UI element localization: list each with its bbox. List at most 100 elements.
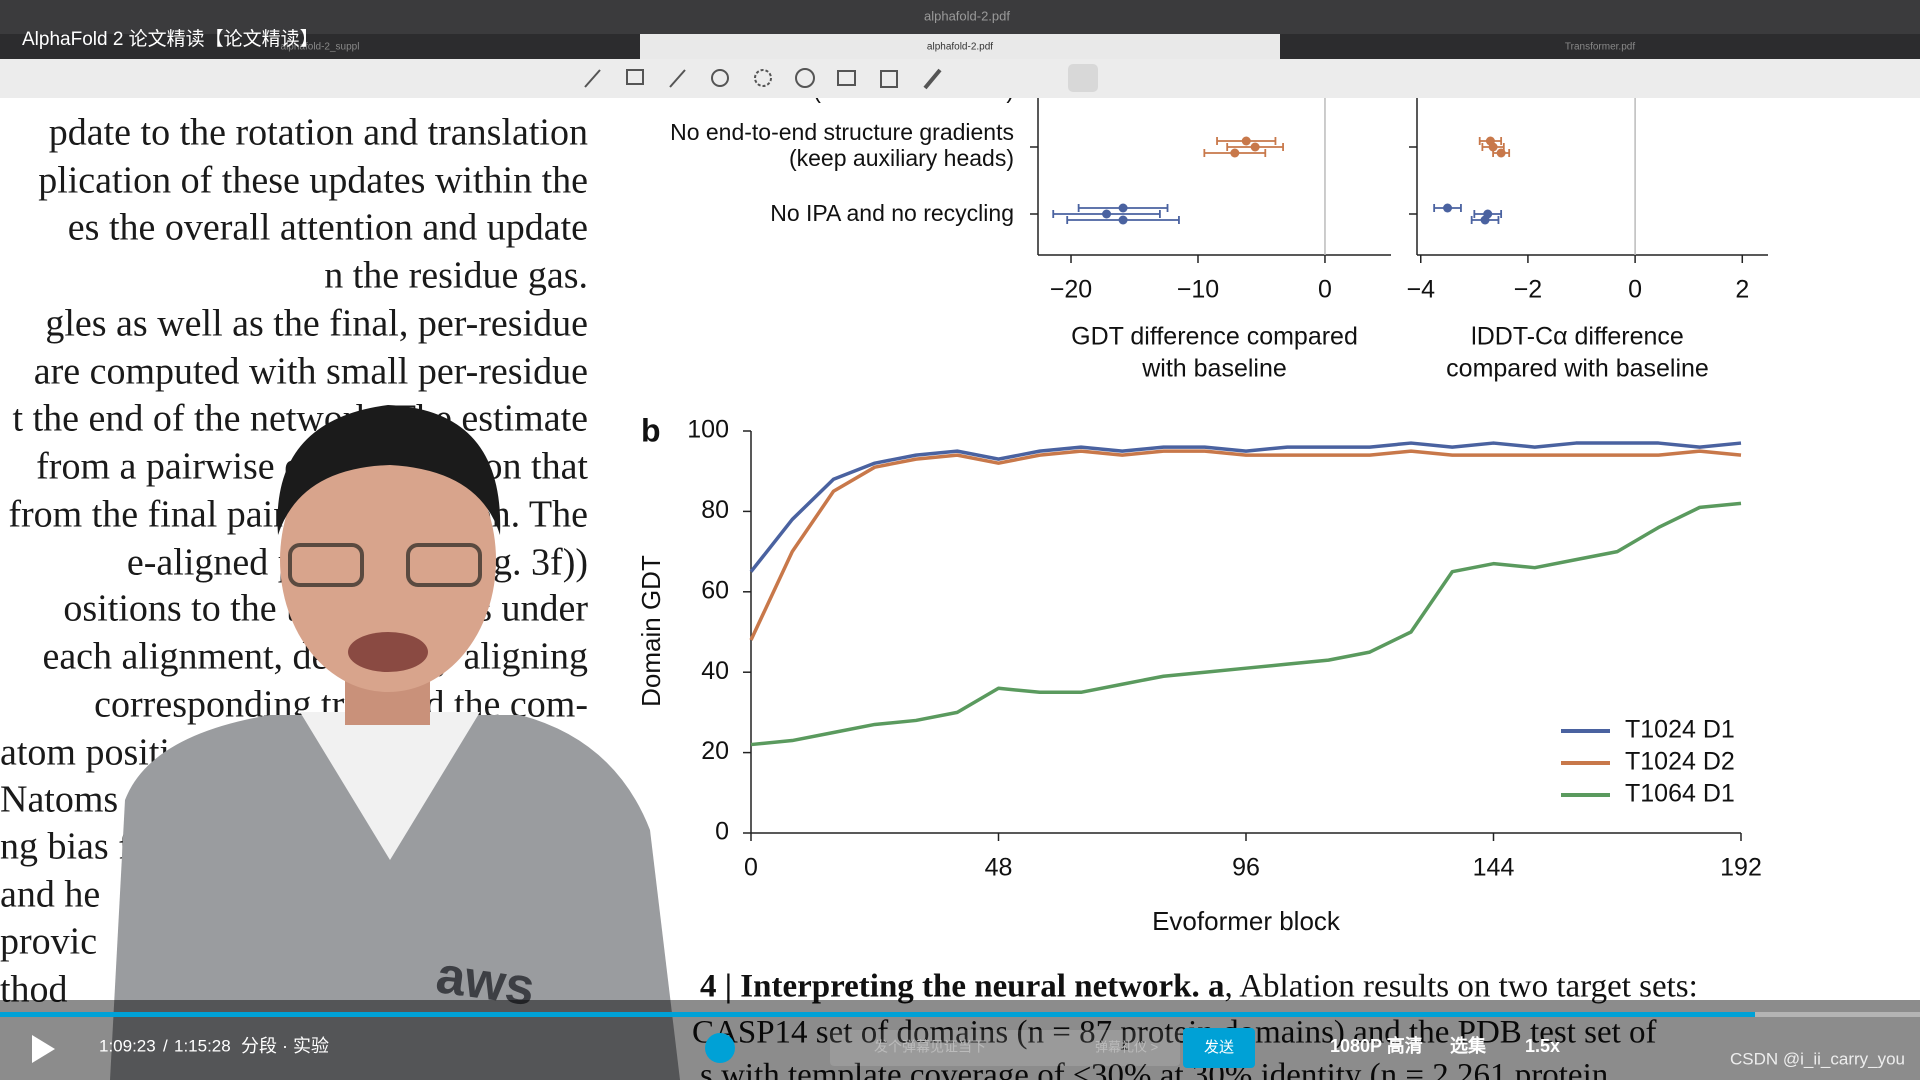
shape-icon[interactable]: [711, 69, 729, 87]
x-tick-label: 0: [1318, 276, 1332, 304]
row-label: No IPA and no recycling: [770, 200, 1014, 226]
row-label: No end-to-end structure gradients: [670, 119, 1014, 145]
danmaku-etiquette[interactable]: 弹幕礼仪 >: [1095, 1039, 1158, 1054]
point: [1250, 142, 1260, 152]
point: [1488, 142, 1498, 152]
video-title: AlphaFold 2 论文精读【论文精读】: [22, 28, 319, 50]
progress-played: [0, 1012, 1755, 1017]
point: [1102, 209, 1112, 219]
point: [1118, 203, 1128, 213]
x-tick-label: 0: [744, 854, 758, 882]
tab[interactable]: Transformer.pdf: [1565, 42, 1635, 53]
laser-icon[interactable]: [923, 68, 942, 90]
play-button[interactable]: [32, 1035, 55, 1063]
text-line: n the residue gas.: [324, 255, 588, 297]
stroke-style[interactable]: [1068, 64, 1098, 92]
point: [1230, 148, 1240, 158]
danmaku-input[interactable]: [830, 1030, 1180, 1066]
sticker-icon[interactable]: [795, 68, 815, 88]
text-line: and he: [0, 874, 100, 916]
x-tick-label: 192: [1720, 854, 1762, 882]
tab[interactable]: alphafold-2_suppl: [281, 42, 360, 53]
speed[interactable]: 1.5x: [1525, 1036, 1560, 1056]
send-label: 发送: [1204, 1039, 1234, 1056]
axis-title: lDDT-Cα difference: [1471, 323, 1684, 351]
text-line: are computed with small per-residue: [34, 351, 588, 393]
face: [280, 428, 496, 692]
x-tick-label: 144: [1473, 854, 1515, 882]
legend-label: T1024 D2: [1625, 748, 1735, 776]
text-line: gles as well as the final, per-residue: [45, 303, 588, 345]
hoodie: [110, 715, 680, 1080]
x-tick-label: 2: [1735, 276, 1749, 304]
text-line: t the end of the network. The estimate: [13, 398, 588, 440]
pen-icon[interactable]: [584, 69, 601, 88]
text-line: es the overall attention and update: [68, 207, 588, 249]
x-tick-label: −20: [1050, 276, 1092, 304]
time-total: 1:15:28: [174, 1036, 231, 1055]
x-tick-label: −4: [1406, 276, 1435, 304]
y-tick-label: 100: [687, 416, 729, 444]
text-line: provic: [0, 921, 97, 963]
window-title: alphafold-2.pdf: [924, 8, 1010, 23]
text-line: ng bias f: [0, 826, 131, 868]
toolbar-icons: [584, 64, 1098, 92]
tab[interactable]: alphafold-2.pdf: [927, 42, 993, 53]
marker-icon[interactable]: [669, 69, 686, 88]
text-line: pdate to the rotation and translation: [49, 112, 588, 154]
legend-label: T1064 D1: [1625, 780, 1735, 808]
panel-label: b: [641, 412, 661, 448]
axis-title: compared with baseline: [1446, 355, 1709, 383]
mini-player-button[interactable]: [1808, 905, 1874, 957]
glasses: [406, 543, 482, 587]
presenter: aws: [110, 405, 680, 1080]
text-line: plication of these updates within the: [38, 160, 588, 202]
shirt: [300, 712, 480, 860]
text-icon[interactable]: [880, 70, 898, 88]
send-button[interactable]: [1183, 1028, 1255, 1068]
image-icon[interactable]: [837, 70, 856, 86]
time-separator: /: [163, 1036, 168, 1055]
text-line: thod: [0, 969, 68, 1011]
lasso-icon[interactable]: [754, 69, 772, 87]
row-label: (keep auxiliary heads): [789, 145, 1014, 171]
point: [1241, 136, 1251, 146]
axis-title: with baseline: [1141, 355, 1287, 383]
x-tick-label: 0: [1628, 276, 1642, 304]
point: [1443, 203, 1453, 213]
y-tick-label: 20: [701, 737, 729, 765]
x-tick-label: 96: [1232, 854, 1260, 882]
chapters[interactable]: 分段 · 实验: [241, 1036, 329, 1056]
mouth: [348, 632, 428, 672]
y-tick-label: 0: [715, 818, 729, 846]
series-line: [749, 449, 1742, 641]
x-tick-label: −2: [1514, 276, 1543, 304]
axis-title: GDT difference compared: [1071, 323, 1358, 351]
y-tick-label: 60: [701, 576, 729, 604]
x-axis-label: Evoformer block: [1152, 906, 1341, 936]
quality[interactable]: 1080P 高清: [1330, 1035, 1423, 1056]
episodes[interactable]: 选集: [1450, 1035, 1487, 1056]
title-bar: [0, 0, 1920, 34]
y-tick-label: 40: [701, 657, 729, 685]
series-line: [749, 441, 1742, 573]
figure-b: b 0 20 40 60 80 100 0 48 96 144 192 Evoformer block D…: [636, 412, 1762, 935]
legend-label: T1024 D1: [1625, 716, 1735, 744]
danmaku-placeholder: 发个弹幕见证当下: [874, 1039, 986, 1055]
shirt-logo: aws: [433, 946, 538, 1017]
eraser-icon[interactable]: [626, 69, 644, 85]
toolbar: [0, 59, 1920, 98]
caption-line: , Ablation results on two target sets:: [1225, 969, 1698, 1005]
active-tab: [640, 34, 1280, 59]
time-current: 1:09:23: [99, 1036, 156, 1055]
caption-heading: 4 | Interpreting the neural network. a: [700, 969, 1225, 1005]
hair: [277, 405, 501, 535]
y-axis-label: Domain GDT: [636, 555, 666, 707]
y-tick-label: 80: [701, 496, 729, 524]
x-tick-label: −10: [1177, 276, 1219, 304]
danmaku-toggle[interactable]: [705, 1033, 735, 1063]
point: [1480, 215, 1490, 225]
caption-line: CASP14 set of domains (n = 87 protein do…: [692, 1015, 1657, 1051]
